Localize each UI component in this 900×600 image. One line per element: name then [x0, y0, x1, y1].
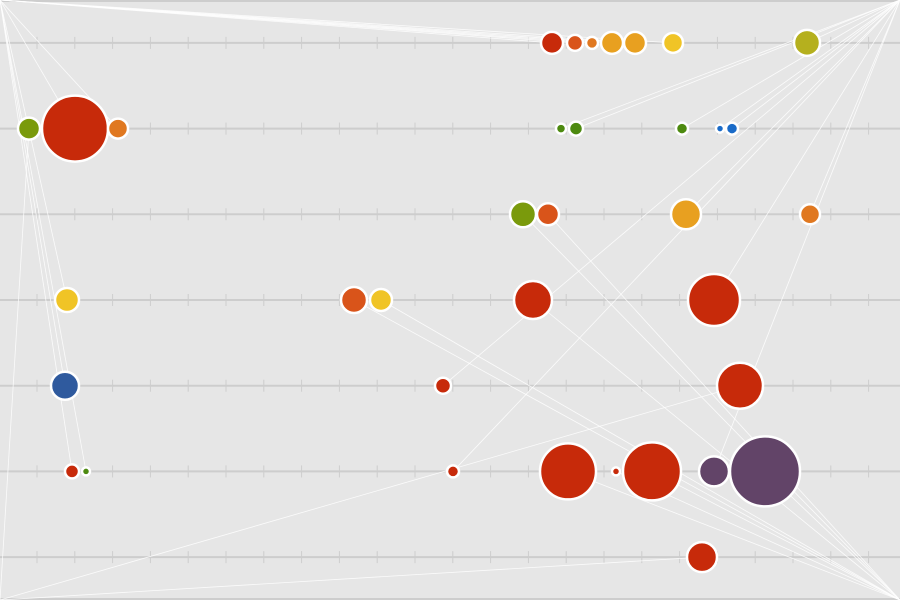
bubble-point	[16, 116, 42, 141]
bubble-point	[599, 30, 625, 56]
bubble-point	[621, 441, 683, 502]
bubble-point	[433, 376, 453, 395]
connector-line	[731, 0, 900, 129]
connector-line	[567, 471, 900, 600]
bubble-point	[714, 123, 726, 134]
bubble-point	[554, 122, 568, 135]
connector-line	[685, 0, 900, 215]
bubble-point	[697, 455, 731, 488]
bubble-point	[512, 279, 554, 321]
bubble-point	[622, 30, 648, 56]
connector-line	[0, 0, 66, 386]
bubble-point	[106, 117, 130, 140]
bubble-point	[538, 442, 598, 501]
connector-line	[0, 556, 703, 600]
bubble-point	[661, 31, 685, 55]
bubble-point	[368, 287, 394, 313]
bubble-point	[715, 361, 765, 410]
bubble-point	[535, 202, 561, 227]
connector-line	[681, 0, 900, 129]
bubble-point	[445, 464, 461, 479]
bubble-point	[508, 200, 538, 229]
connector-line	[353, 299, 900, 600]
connector-line	[560, 0, 900, 129]
bubble-point	[567, 120, 585, 137]
bubble-point	[63, 463, 81, 480]
connector-line	[651, 471, 900, 600]
bubble-point	[610, 466, 622, 477]
bubble-point	[565, 33, 585, 53]
bubble-point	[792, 28, 822, 58]
bubble-series	[16, 28, 822, 574]
connector-line	[452, 0, 900, 472]
connector-line	[0, 0, 73, 472]
connector-line	[547, 214, 900, 600]
bubble-point	[49, 370, 81, 401]
connector-line	[719, 0, 900, 129]
bubble-point	[798, 203, 822, 226]
bubble-point	[674, 121, 690, 136]
connector-line	[442, 0, 900, 387]
connector-line	[0, 0, 68, 301]
bubble-point	[685, 540, 719, 574]
bubble-point	[728, 435, 802, 508]
connector-line	[0, 128, 30, 600]
bubble-point	[53, 286, 81, 314]
bubble-point	[80, 466, 92, 477]
connector-line	[575, 0, 900, 129]
connector-line	[0, 0, 87, 472]
bubble-point	[339, 285, 369, 315]
bubble-point	[669, 198, 703, 231]
connector-line	[522, 214, 900, 600]
connector-line	[0, 0, 636, 44]
bubble-point	[584, 35, 600, 51]
bubble-point	[539, 30, 565, 56]
connector-line	[532, 299, 900, 600]
connector-line	[713, 0, 900, 301]
bubble-point	[686, 272, 742, 328]
connector-line	[806, 0, 900, 44]
connector-line	[809, 0, 900, 215]
bubble-point	[724, 121, 740, 136]
bubble-point	[40, 94, 110, 163]
connector-line	[0, 385, 741, 600]
